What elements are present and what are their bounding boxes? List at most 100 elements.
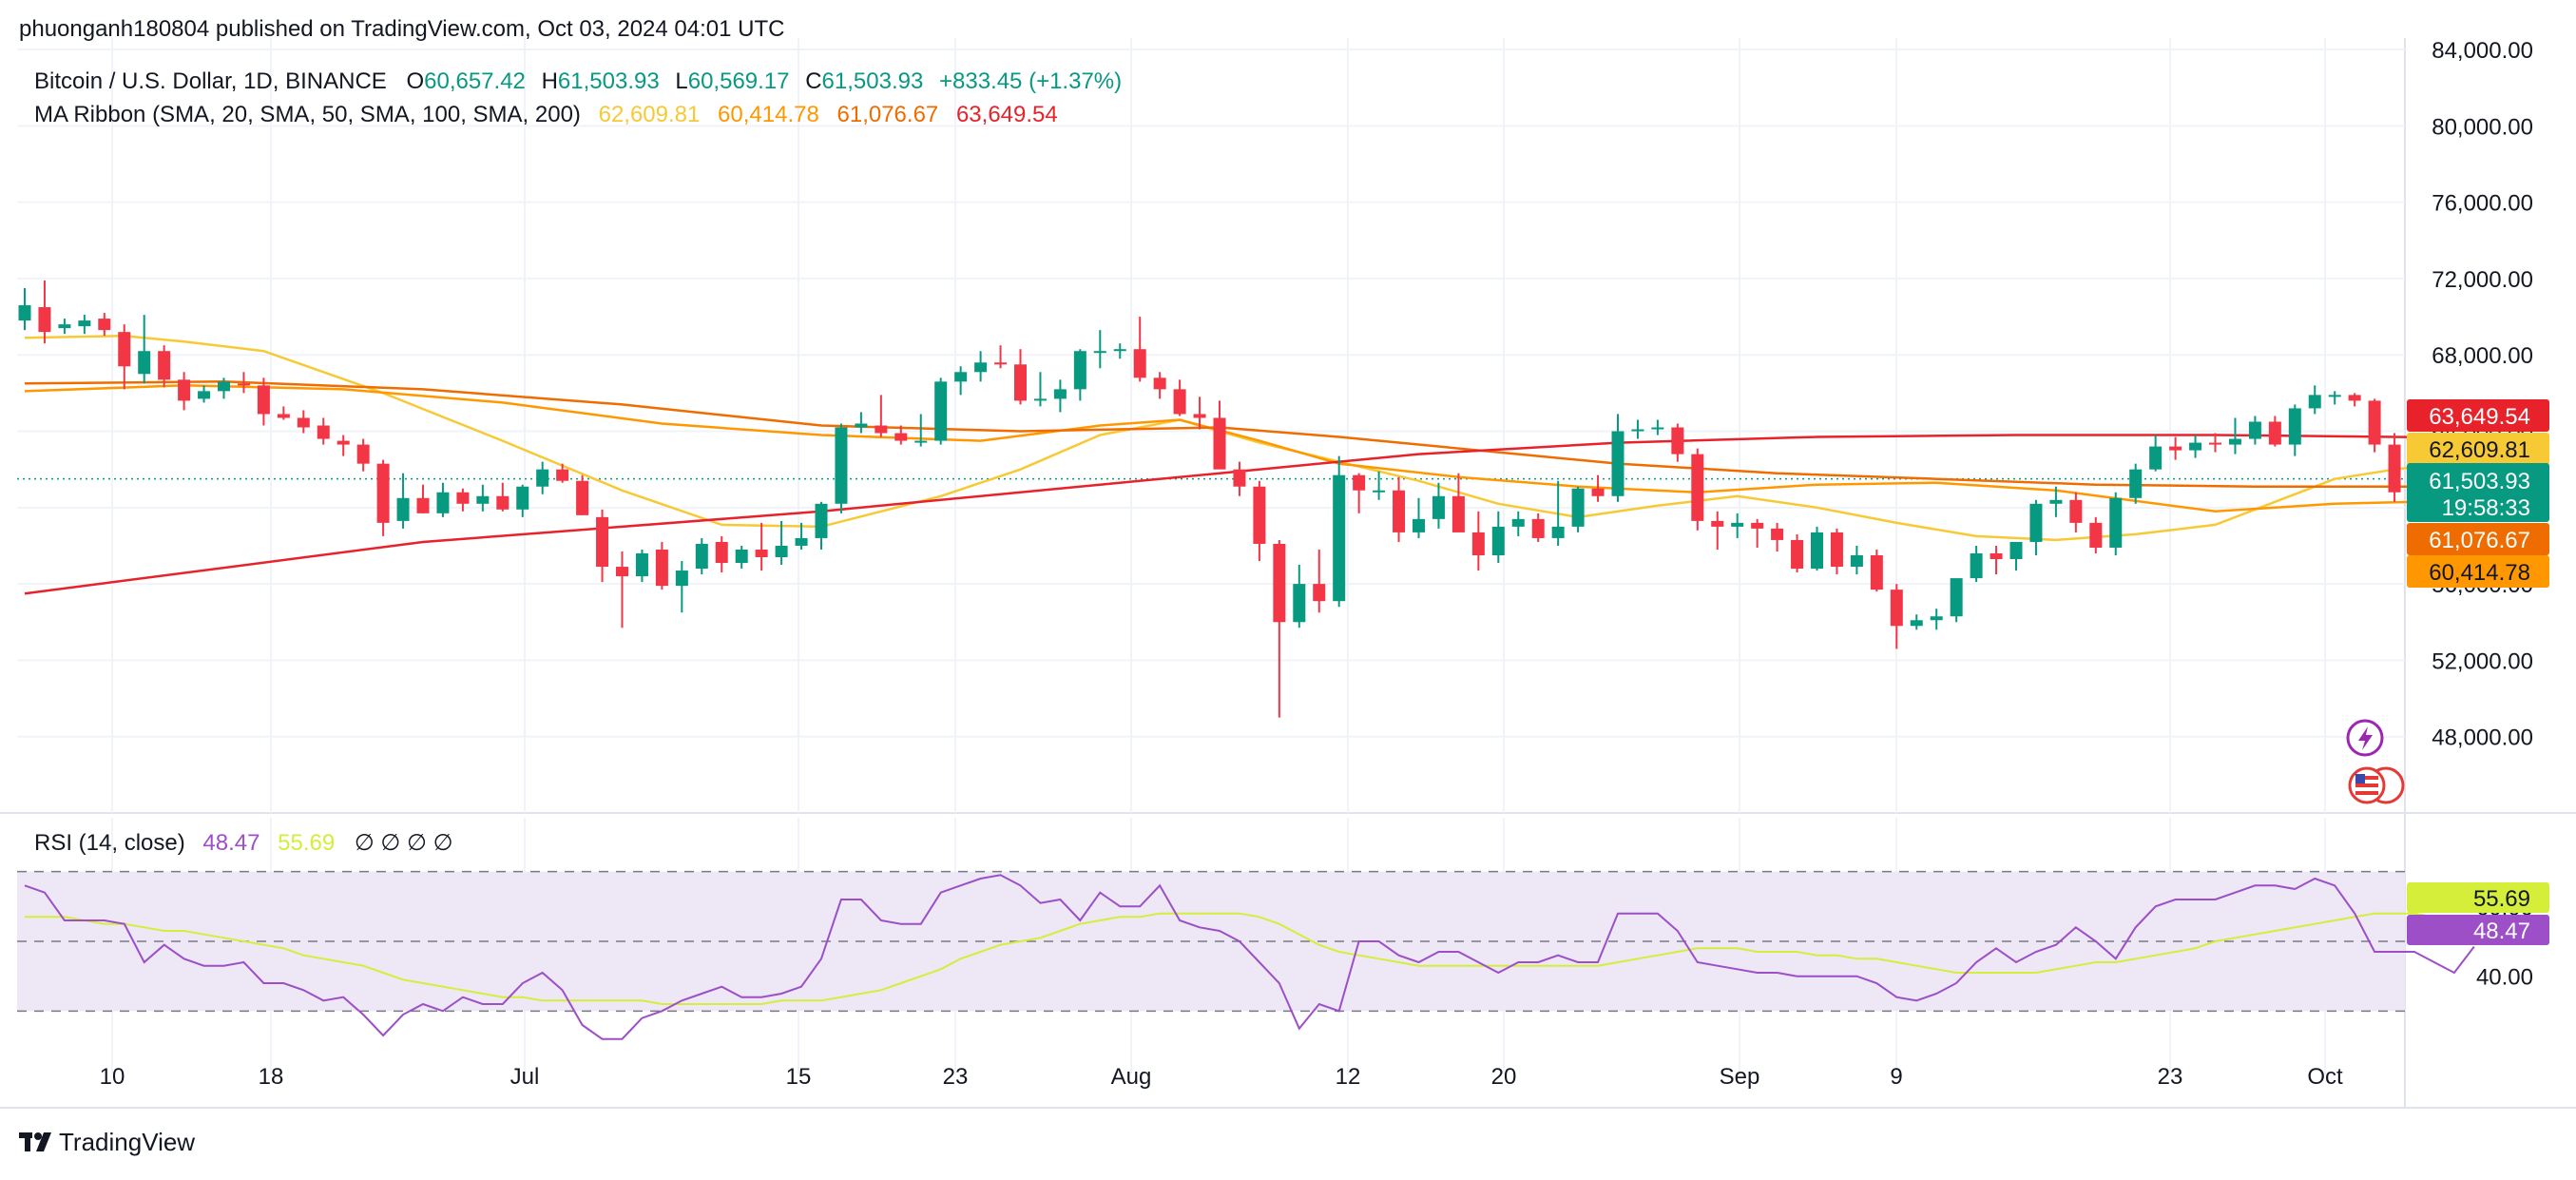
candle[interactable] <box>2228 417 2241 455</box>
ma-line-sma-50[interactable] <box>24 384 2494 513</box>
candle[interactable] <box>476 484 490 512</box>
candle[interactable] <box>1651 419 1664 435</box>
candle[interactable] <box>2288 404 2301 456</box>
candle[interactable] <box>2308 385 2321 415</box>
candle[interactable] <box>198 385 211 403</box>
candle[interactable] <box>2368 398 2381 453</box>
candle[interactable] <box>1671 423 1684 462</box>
candle[interactable] <box>336 435 350 456</box>
candle[interactable] <box>1233 461 1246 496</box>
candle[interactable] <box>1591 474 1605 502</box>
candle[interactable] <box>1014 349 1027 405</box>
candle[interactable] <box>78 315 91 335</box>
candle[interactable] <box>1053 379 1067 413</box>
candle[interactable] <box>1531 513 1545 542</box>
candle[interactable] <box>1393 476 1406 542</box>
candle[interactable] <box>38 280 51 344</box>
candle[interactable] <box>2189 435 2202 458</box>
candle[interactable] <box>98 313 111 337</box>
candle[interactable] <box>1611 414 1624 502</box>
candle[interactable] <box>1511 511 1525 536</box>
lightning-icon[interactable] <box>2346 719 2384 757</box>
candle[interactable] <box>1890 584 1903 649</box>
candle[interactable] <box>456 488 470 512</box>
candle[interactable] <box>138 315 151 384</box>
tradingview-logo[interactable]: TradingView <box>19 1128 195 1156</box>
candle[interactable] <box>616 551 628 629</box>
candle[interactable] <box>1133 317 1146 382</box>
candle[interactable] <box>1173 379 1186 416</box>
candle[interactable] <box>755 522 768 571</box>
candle[interactable] <box>1771 522 1784 551</box>
candle[interactable] <box>1910 614 1923 630</box>
candle[interactable] <box>815 501 828 550</box>
candle[interactable] <box>675 561 688 613</box>
candle[interactable] <box>356 438 370 472</box>
candle[interactable] <box>954 366 968 396</box>
candle[interactable] <box>635 549 648 583</box>
candle[interactable] <box>436 482 450 517</box>
candle[interactable] <box>516 484 529 517</box>
candle[interactable] <box>1293 565 1306 629</box>
candle[interactable] <box>934 377 948 445</box>
candle[interactable] <box>695 537 708 575</box>
us-flag-icon[interactable] <box>2348 766 2405 804</box>
candle[interactable] <box>1113 343 1126 359</box>
candle[interactable] <box>1571 486 1585 532</box>
candle[interactable] <box>2169 436 2182 460</box>
candle[interactable] <box>1253 480 1266 562</box>
candle[interactable] <box>1491 511 1505 564</box>
candle[interactable] <box>2129 463 2143 504</box>
candle[interactable] <box>2069 492 2083 532</box>
candle[interactable] <box>2388 433 2401 502</box>
candle[interactable] <box>556 463 569 483</box>
candle[interactable] <box>1791 533 1804 573</box>
candle[interactable] <box>2328 391 2341 405</box>
candle[interactable] <box>2029 499 2043 556</box>
candle[interactable] <box>2209 433 2221 453</box>
candle[interactable] <box>1432 482 1445 529</box>
candle[interactable] <box>1353 473 1366 513</box>
candle[interactable] <box>118 324 131 390</box>
candle[interactable] <box>1153 372 1166 399</box>
candle[interactable] <box>914 414 928 447</box>
rsi-ma-line[interactable] <box>25 912 2474 1005</box>
candle[interactable] <box>257 377 270 426</box>
candle[interactable] <box>496 482 509 512</box>
candle[interactable] <box>1830 528 1843 575</box>
candle[interactable] <box>994 345 1008 369</box>
candle[interactable] <box>2268 416 2281 447</box>
candle[interactable] <box>1451 473 1465 532</box>
candle[interactable] <box>2149 435 2163 472</box>
candle[interactable] <box>416 484 430 513</box>
candle[interactable] <box>1811 526 1823 571</box>
candle[interactable] <box>218 377 230 399</box>
candle[interactable] <box>18 287 31 331</box>
candle[interactable] <box>2049 486 2063 517</box>
candle[interactable] <box>576 474 589 515</box>
candle[interactable] <box>1850 545 1863 575</box>
candle[interactable] <box>1273 539 1286 718</box>
candle[interactable] <box>1631 419 1644 439</box>
candle[interactable] <box>1870 549 1883 592</box>
candle[interactable] <box>2089 516 2103 553</box>
candle[interactable] <box>376 459 390 536</box>
candle[interactable] <box>735 545 748 570</box>
candle[interactable] <box>1033 372 1047 407</box>
candle[interactable] <box>875 395 888 437</box>
candle[interactable] <box>277 406 290 420</box>
ma-line-sma-100[interactable] <box>24 380 2494 488</box>
candle[interactable] <box>1731 513 1744 538</box>
candle[interactable] <box>158 345 171 388</box>
candle[interactable] <box>2109 492 2123 556</box>
candle[interactable] <box>1373 471 1386 500</box>
candle[interactable] <box>237 372 250 394</box>
candle[interactable] <box>1691 448 1704 531</box>
ma-ribbon-legend[interactable]: MA Ribbon (SMA, 20, SMA, 50, SMA, 100, S… <box>34 102 1058 127</box>
candle[interactable] <box>894 425 908 445</box>
candle[interactable] <box>715 535 728 573</box>
candle[interactable] <box>317 417 330 445</box>
candle[interactable] <box>178 372 191 411</box>
candle[interactable] <box>1930 609 1943 630</box>
